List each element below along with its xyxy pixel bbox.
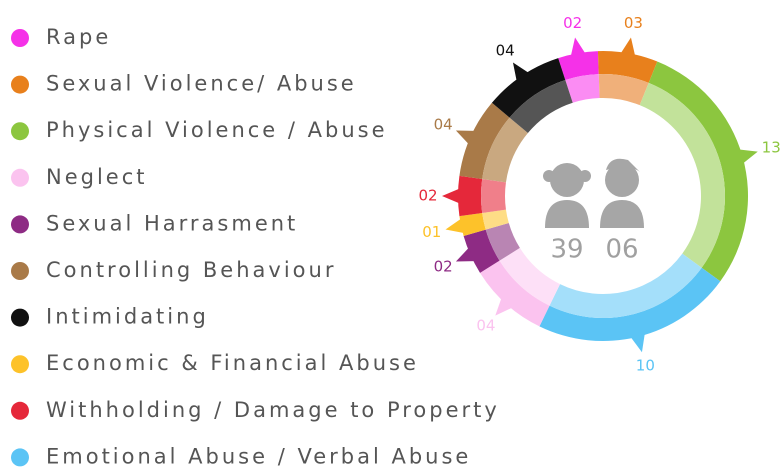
value-label: 13 <box>762 138 781 156</box>
value-label: 02 <box>418 187 437 205</box>
legend-dot <box>11 308 29 327</box>
slice <box>539 267 721 341</box>
legend-dot <box>11 262 29 280</box>
legend-label: Neglect <box>46 165 148 189</box>
legend-label: Physical Violence / Abuse <box>46 118 388 142</box>
legend-dot <box>11 122 29 141</box>
value-label: 10 <box>636 356 655 374</box>
legend-dot <box>11 401 29 420</box>
value-label: 04 <box>496 41 515 59</box>
pointer <box>630 333 645 353</box>
slice-inner <box>499 247 561 306</box>
slice-inner <box>509 79 573 134</box>
pointer <box>495 298 513 316</box>
pointer <box>455 130 475 145</box>
pointer <box>570 37 586 56</box>
legend-label: Intimidating <box>46 305 209 329</box>
legend-label: Economic & Financial Abuse <box>46 351 419 375</box>
slice <box>459 102 510 180</box>
legend-label: Controlling Behaviour <box>46 258 336 282</box>
legend-dot <box>11 448 29 467</box>
pointer <box>455 247 475 262</box>
value-label: 04 <box>434 115 453 133</box>
legend-label: Sexual Harrasment <box>46 211 298 235</box>
value-label: 02 <box>434 258 453 276</box>
slice-inner <box>485 223 520 261</box>
slice-inner <box>482 209 509 230</box>
legend-dot <box>11 215 29 234</box>
legend-label: Sexual Violence/ Abuse <box>46 72 357 96</box>
pointer <box>442 188 460 204</box>
pointer <box>739 149 758 164</box>
slice-inner <box>482 117 528 183</box>
slice <box>597 51 658 83</box>
legend-label: Withholding / Damage to Property <box>46 398 500 422</box>
center-label: 06 <box>605 235 638 265</box>
slice-inner <box>481 179 506 213</box>
legend-dot <box>11 75 29 94</box>
slice-inner <box>639 82 725 268</box>
slice <box>480 260 550 327</box>
slice-inner <box>598 73 649 106</box>
center-icons <box>543 158 644 228</box>
legend-dot <box>11 168 29 187</box>
value-label: 04 <box>476 317 495 335</box>
slice <box>648 61 748 282</box>
value-label: 03 <box>624 14 643 32</box>
pointer <box>512 62 529 81</box>
pointer <box>620 37 636 56</box>
slice <box>458 175 483 217</box>
center-label: 39 <box>550 235 583 265</box>
legend-label: Emotional Abuse / Verbal Abuse <box>46 444 471 468</box>
slice <box>558 51 599 80</box>
slice <box>459 212 486 236</box>
slice-inner <box>565 74 600 103</box>
legend-dot <box>11 355 29 374</box>
value-label: 02 <box>563 14 582 32</box>
slice <box>463 229 500 273</box>
slice <box>491 58 566 118</box>
value-label: 01 <box>422 223 441 241</box>
slice-inner <box>549 253 702 318</box>
legend-label: Rape <box>46 25 111 49</box>
pointer <box>445 218 464 233</box>
legend-dot <box>11 29 29 47</box>
